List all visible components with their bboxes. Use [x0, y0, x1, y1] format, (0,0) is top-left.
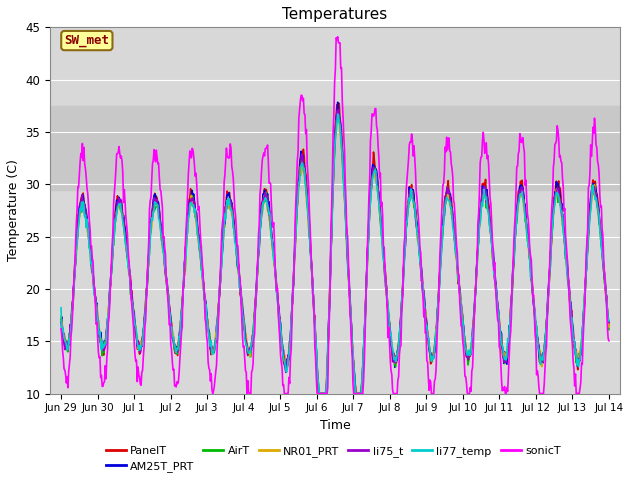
- li75_t: [67, 326, 75, 332]
- li75_t: [316, 391, 323, 396]
- AirT: [605, 327, 613, 333]
- sonicT: [209, 391, 216, 396]
- li77_temp: [419, 281, 427, 287]
- PanelT: [605, 321, 613, 327]
- sonicT: [605, 338, 613, 344]
- AirT: [57, 316, 65, 322]
- sonicT: [124, 230, 131, 236]
- PanelT: [124, 248, 131, 253]
- PanelT: [67, 321, 75, 326]
- sonicT: [67, 334, 75, 339]
- li75_t: [179, 291, 187, 297]
- li75_t: [403, 215, 411, 220]
- Line: PanelT: PanelT: [61, 103, 609, 394]
- NR01_PRT: [124, 251, 131, 257]
- li75_t: [57, 320, 65, 325]
- PanelT: [335, 100, 343, 106]
- AirT: [403, 216, 411, 221]
- li77_temp: [67, 324, 75, 329]
- Line: li75_t: li75_t: [61, 109, 609, 394]
- li75_t: [208, 351, 216, 357]
- AirT: [124, 255, 131, 261]
- NR01_PRT: [57, 313, 65, 319]
- AM25T_PRT: [316, 391, 323, 396]
- Line: AirT: AirT: [61, 115, 609, 394]
- NR01_PRT: [179, 285, 187, 290]
- PanelT: [419, 285, 427, 290]
- PanelT: [57, 316, 65, 322]
- PanelT: [208, 344, 216, 350]
- sonicT: [403, 176, 411, 182]
- sonicT: [208, 387, 216, 393]
- Y-axis label: Temperature (C): Temperature (C): [7, 159, 20, 262]
- NR01_PRT: [403, 218, 411, 224]
- li77_temp: [124, 252, 131, 258]
- li77_temp: [57, 305, 65, 311]
- AM25T_PRT: [124, 254, 131, 260]
- NR01_PRT: [316, 391, 323, 396]
- sonicT: [57, 326, 65, 332]
- AM25T_PRT: [57, 316, 65, 322]
- NR01_PRT: [333, 113, 340, 119]
- Line: NR01_PRT: NR01_PRT: [61, 116, 609, 394]
- NR01_PRT: [67, 320, 75, 326]
- AM25T_PRT: [67, 322, 75, 327]
- AM25T_PRT: [605, 319, 613, 325]
- NR01_PRT: [208, 347, 216, 353]
- li77_temp: [179, 290, 187, 296]
- Line: sonicT: sonicT: [61, 37, 609, 394]
- sonicT: [419, 293, 427, 299]
- AirT: [419, 291, 427, 297]
- li77_temp: [403, 219, 411, 225]
- PanelT: [403, 212, 411, 217]
- NR01_PRT: [605, 324, 613, 330]
- AirT: [335, 112, 342, 118]
- li77_temp: [208, 351, 216, 357]
- li75_t: [124, 253, 131, 259]
- li77_temp: [316, 391, 323, 396]
- li77_temp: [334, 111, 342, 117]
- Bar: [50, 106, 620, 190]
- AirT: [67, 322, 75, 327]
- AM25T_PRT: [334, 99, 342, 105]
- Line: AM25T_PRT: AM25T_PRT: [61, 102, 609, 394]
- AM25T_PRT: [419, 288, 427, 293]
- sonicT: [179, 284, 187, 289]
- li75_t: [605, 320, 613, 325]
- PanelT: [179, 291, 187, 297]
- AirT: [208, 350, 216, 356]
- AM25T_PRT: [208, 346, 216, 351]
- Text: SW_met: SW_met: [65, 34, 109, 47]
- Title: Temperatures: Temperatures: [282, 7, 388, 22]
- li77_temp: [605, 318, 613, 324]
- li75_t: [419, 288, 427, 294]
- NR01_PRT: [419, 282, 427, 288]
- AirT: [316, 391, 323, 396]
- AirT: [179, 291, 187, 297]
- li75_t: [335, 107, 342, 112]
- Line: li77_temp: li77_temp: [61, 114, 609, 394]
- X-axis label: Time: Time: [319, 419, 350, 432]
- AM25T_PRT: [179, 289, 187, 295]
- AM25T_PRT: [403, 216, 411, 222]
- Legend: PanelT, AM25T_PRT, AirT, NR01_PRT, li75_t, li77_temp, sonicT: PanelT, AM25T_PRT, AirT, NR01_PRT, li75_…: [101, 441, 565, 477]
- sonicT: [334, 34, 342, 40]
- PanelT: [316, 391, 323, 396]
